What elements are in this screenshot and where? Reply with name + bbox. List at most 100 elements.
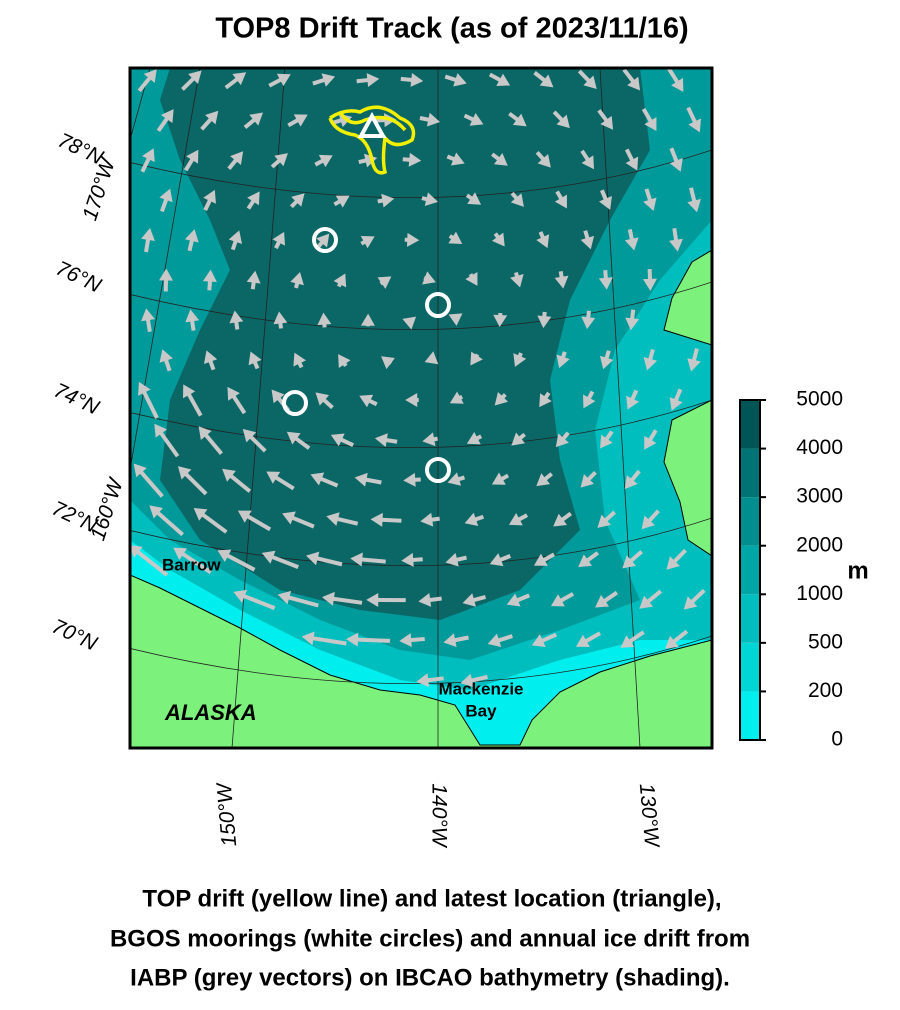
drift-vector-head [597,514,611,528]
place-label: Mackenzie [438,679,523,698]
drift-vector-head [345,632,359,647]
drift-vector-head [173,547,188,561]
drift-vector-head [227,386,240,401]
drift-vector [351,637,391,643]
place-label: ALASKA [164,700,257,725]
drift-vector-head [182,384,196,399]
drift-vector-head [626,395,639,410]
drift-vector-head [424,351,439,365]
drift-vector-head [310,472,325,486]
colorbar: 0 200 500 1000 2000 3000 4000 5000 [739,388,843,751]
drift-vector-head [366,73,380,88]
drift-vector-head [160,109,174,124]
lat-label: 76°N [52,257,105,298]
drift-vector-head [643,197,657,212]
drift-vector-head [642,278,657,291]
lon-label: 130°W [635,782,664,849]
drift-vector-head [422,271,436,285]
drift-vector [132,547,169,577]
drift-vector-head [360,313,375,326]
drift-vector-head [188,70,202,84]
drift-vector-head [321,73,336,87]
drift-vector-head [407,232,420,247]
drift-vector-head [321,591,335,606]
drift-vector-head [448,231,463,245]
drift-vector-head [625,156,639,171]
lat-line [130,281,712,331]
drift-vector-head [489,553,504,567]
drift-vector-head [641,515,655,530]
lat-line [130,399,712,449]
drift-vector-head [193,507,208,521]
drift-vector-head [580,474,594,488]
drift-vector [282,594,319,608]
drift-vector-head [159,349,173,363]
drift-vector-head [508,513,523,526]
drift-vector-head [198,426,212,440]
drift-vector-head [671,77,684,92]
drift-vector-head [354,472,368,487]
drift-vector-head [669,238,683,252]
drift-vector-head [583,75,597,90]
drift-vector-head [286,431,301,445]
drift-vector-head [228,230,243,245]
drift-vector-head [445,552,459,567]
drift-vector-head [449,391,464,404]
drift-vector-head [154,423,168,438]
drift-vector-head [261,550,276,564]
drift-vector-head [556,114,570,129]
drift-vector-head [141,228,155,241]
drift-vector-head [326,512,340,526]
drift-vector-head [416,673,430,688]
drift-vector-head [422,432,436,447]
moorings [282,227,451,483]
drift-vector-head [622,555,636,569]
colorbar-band [740,400,760,449]
drift-vector-head [246,270,261,284]
drift-vector-head [143,69,157,83]
drift-vector-head [202,269,217,283]
drift-vector-head [687,358,701,372]
drift-vector-head [510,193,524,207]
alaska-land [130,574,712,748]
colorbar-tick-label: 3000 [796,485,843,508]
drift-vector-head [470,351,483,366]
lon-line [231,68,286,748]
drift-vector-head [496,73,511,86]
colorbar-tick-label: 500 [808,630,843,653]
drift-vector-head [177,466,192,480]
drift-vector-head [149,505,163,519]
caption-line: BGOS moorings (white circles) and annual… [110,925,750,952]
drift-vector-head [138,381,151,396]
drift-vector-head [204,350,218,364]
drift-vector [136,466,164,498]
drift-vector-head [205,110,219,125]
drift-vector-head [410,72,424,87]
colorbar-unit: m [847,557,868,584]
drift-vector-head [550,594,565,607]
title: TOP8 Drift Track (as of 2023/11/16) [215,13,688,45]
drift-vector-head [333,273,347,288]
colorbar-tick-label: 200 [808,679,843,702]
mooring [425,292,451,318]
latest-location [357,111,387,138]
drift-vector-head [537,315,552,329]
drift-vector-head [186,149,199,164]
drift-vector-head [277,590,292,605]
drift-vector-head [374,433,388,448]
drift-vector-head [242,428,257,443]
drift-vector-head [469,112,484,126]
drift-vector-head [460,673,474,688]
drift-vector-head [625,317,640,331]
colorbar-band [740,448,760,498]
drift-vector-head [306,551,320,566]
caption-line: TOP drift (yellow line) and latest locat… [142,885,721,912]
drift-vector-head [426,112,441,127]
drift-vector-head [464,512,479,526]
drift-vector [307,635,347,646]
drift-vector-head [600,115,614,130]
drift-vector-head [554,275,569,289]
drift-vector-head [620,635,635,648]
drift-vector-head [453,73,467,87]
mooring [425,457,451,483]
